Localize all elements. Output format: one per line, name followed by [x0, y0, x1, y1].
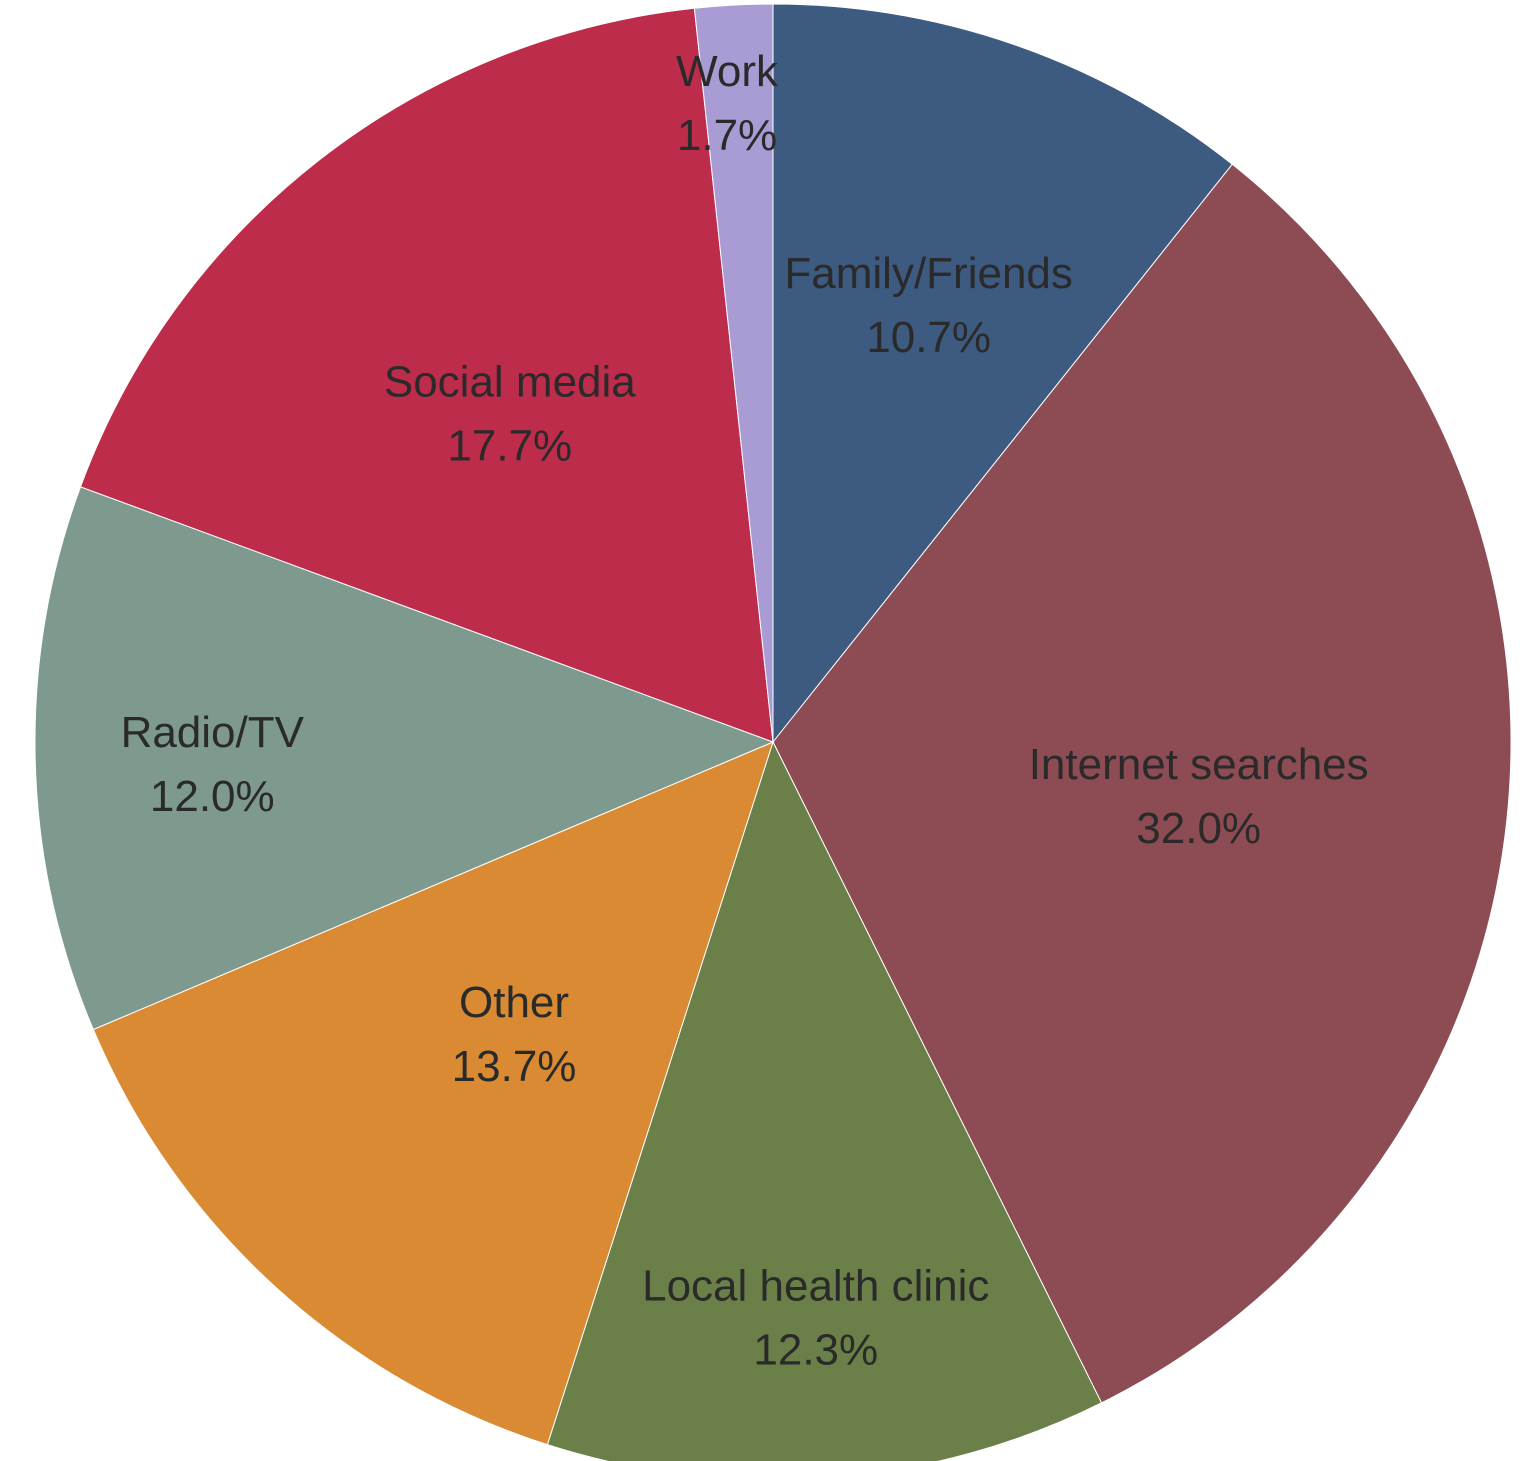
pie-labels: Family/Friends 10.7% Internet searches 32.0…: [121, 47, 1369, 1374]
pie-slice-work: [693, 3, 774, 743]
pie-slice-family-friends: [772, 3, 1233, 744]
pie-slice-other: [92, 741, 774, 1446]
slice-label: Other: [459, 978, 569, 1027]
pie-slice-social-media: [79, 7, 774, 743]
pie-slices: [34, 3, 1512, 1461]
slice-value-label: 10.7%: [866, 313, 991, 362]
pie-slice-internet-searches: [772, 163, 1512, 1404]
slice-value-label: 32.0%: [1136, 804, 1261, 853]
slice-value-label: 1.7%: [677, 111, 777, 160]
slice-label: Internet searches: [1029, 740, 1369, 789]
slice-label: Social media: [384, 357, 636, 406]
pie-slice-radio-tv: [34, 486, 775, 1031]
slice-label: Local health clinic: [642, 1262, 989, 1311]
slice-label: Radio/TV: [121, 708, 305, 757]
slice-label: Work: [676, 47, 779, 96]
slice-value-label: 17.7%: [447, 421, 572, 470]
pie-slice-local-health-clinic: [546, 740, 1103, 1461]
slice-value-label: 12.0%: [150, 772, 275, 821]
slice-label: Family/Friends: [784, 249, 1073, 298]
slice-value-label: 13.7%: [452, 1042, 577, 1091]
slice-value-label: 12.3%: [753, 1326, 878, 1375]
